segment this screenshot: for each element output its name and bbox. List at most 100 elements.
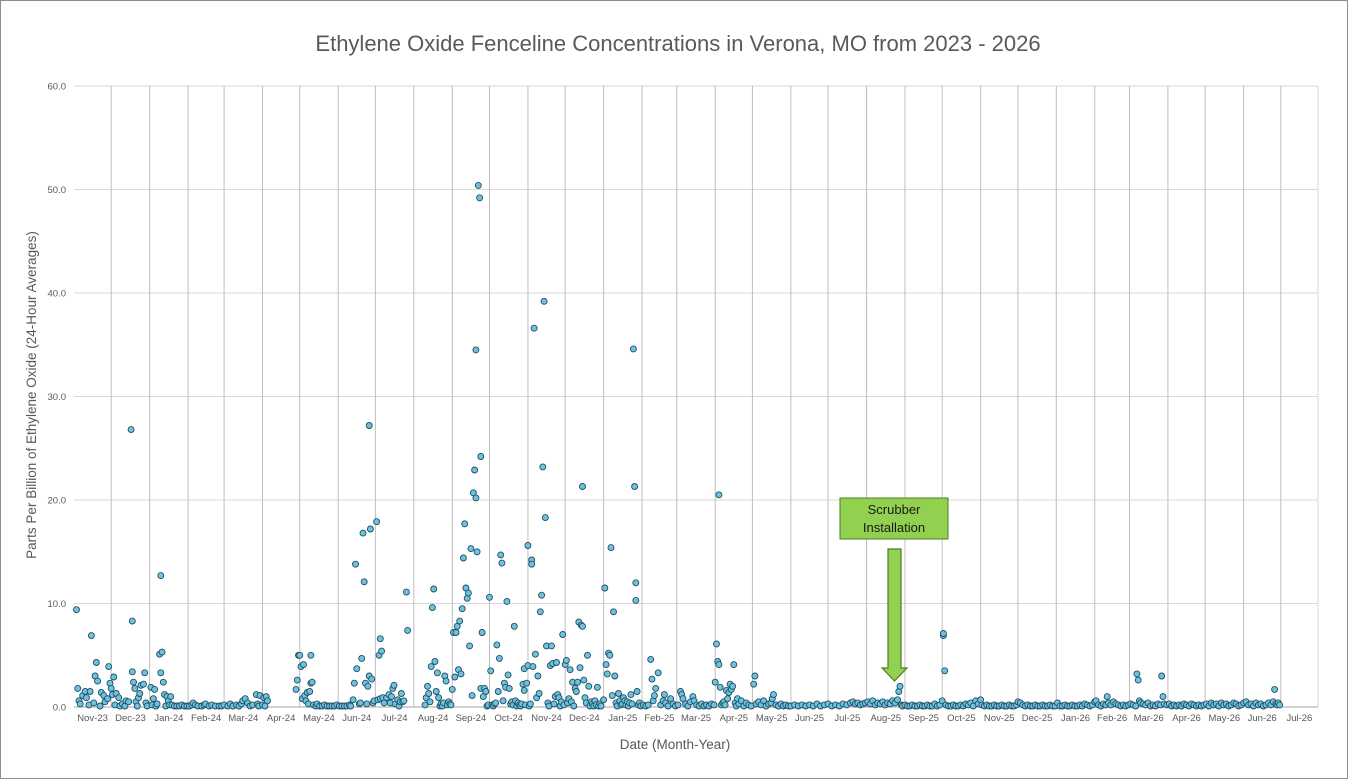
data-point (140, 680, 147, 688)
data-point (376, 635, 384, 643)
data-point (363, 700, 371, 708)
data-point (360, 578, 368, 586)
data-point (397, 690, 405, 697)
data-point (432, 688, 440, 695)
data-point (402, 588, 410, 596)
data-point (1103, 693, 1111, 701)
data-point (90, 699, 98, 707)
data-point (157, 572, 165, 580)
data-point (149, 695, 157, 703)
x-tick-label: Apr-24 (267, 713, 296, 724)
data-point (576, 664, 584, 672)
data-point (524, 542, 532, 549)
data-point (76, 700, 84, 708)
data-point (349, 696, 357, 704)
data-point (350, 679, 358, 687)
data-point (86, 688, 94, 695)
x-tick-label: Feb-25 (644, 713, 674, 724)
data-point (456, 617, 464, 625)
data-point (128, 617, 136, 625)
data-point (472, 346, 480, 354)
data-point (941, 667, 949, 675)
data-point (296, 651, 304, 659)
data-point (82, 694, 90, 702)
data-point (535, 690, 543, 697)
data-point (559, 631, 567, 638)
data-point (713, 640, 720, 648)
data-point (73, 606, 80, 614)
data-point (459, 554, 467, 562)
data-point (615, 690, 622, 697)
x-tick-label: May-24 (303, 713, 335, 724)
data-point (373, 518, 381, 526)
data-point (153, 700, 161, 708)
data-point (476, 194, 484, 202)
data-point (602, 661, 610, 669)
y-tick-label: 20.0 (48, 496, 67, 507)
data-point (388, 693, 395, 701)
data-point (631, 483, 639, 490)
data-point (497, 551, 505, 559)
data-point (421, 701, 429, 709)
data-point (584, 651, 591, 659)
data-point (300, 661, 307, 669)
data-point (467, 545, 475, 553)
data-point (607, 544, 615, 552)
data-point (601, 584, 609, 592)
data-point (131, 684, 139, 692)
data-point (628, 700, 636, 708)
data-point (357, 699, 364, 707)
data-point (433, 669, 441, 677)
data-point (710, 701, 718, 709)
data-point (159, 678, 167, 686)
data-point (495, 654, 503, 662)
data-point (457, 670, 465, 678)
data-point (365, 422, 373, 429)
data-point (553, 659, 560, 666)
data-point (427, 663, 435, 671)
data-point (96, 702, 104, 710)
data-point (447, 701, 455, 709)
data-point (526, 700, 534, 708)
x-tick-label: Jan-24 (154, 713, 183, 724)
data-point (654, 669, 662, 677)
y-tick-label: 60.0 (48, 82, 67, 93)
data-point (390, 681, 398, 689)
data-point (493, 641, 501, 649)
x-tick-label: Oct-24 (494, 713, 523, 724)
data-point (133, 702, 141, 710)
data-point (724, 695, 732, 703)
data-point (574, 678, 582, 686)
y-tick-label: 50.0 (48, 185, 67, 196)
data-point (158, 648, 166, 656)
x-tick-label: Mar-24 (228, 713, 258, 724)
data-point (647, 655, 655, 663)
data-point (652, 684, 660, 692)
data-point (426, 698, 434, 706)
data-point (494, 688, 502, 695)
data-point (540, 297, 548, 305)
y-tick-label: 30.0 (48, 392, 67, 403)
data-point (461, 520, 469, 528)
data-point (627, 691, 635, 699)
annotation-text-line2: Installation (863, 520, 925, 535)
data-point (632, 596, 640, 604)
data-point (1158, 672, 1166, 680)
data-point (74, 684, 82, 692)
data-point (306, 688, 314, 695)
data-point (451, 673, 459, 681)
x-tick-label: Jan-25 (608, 713, 637, 724)
x-tick-label: Oct-25 (947, 713, 976, 724)
down-arrow-icon (880, 548, 909, 682)
data-point (721, 701, 729, 709)
data-point (435, 694, 443, 702)
data-point (505, 684, 513, 692)
x-tick-label: Nov-25 (984, 713, 1015, 724)
data-point (157, 669, 165, 677)
data-point (579, 483, 586, 490)
annotation-box (839, 497, 949, 540)
grid-layer (74, 85, 1319, 708)
data-point (504, 671, 512, 679)
data-point (464, 589, 472, 597)
